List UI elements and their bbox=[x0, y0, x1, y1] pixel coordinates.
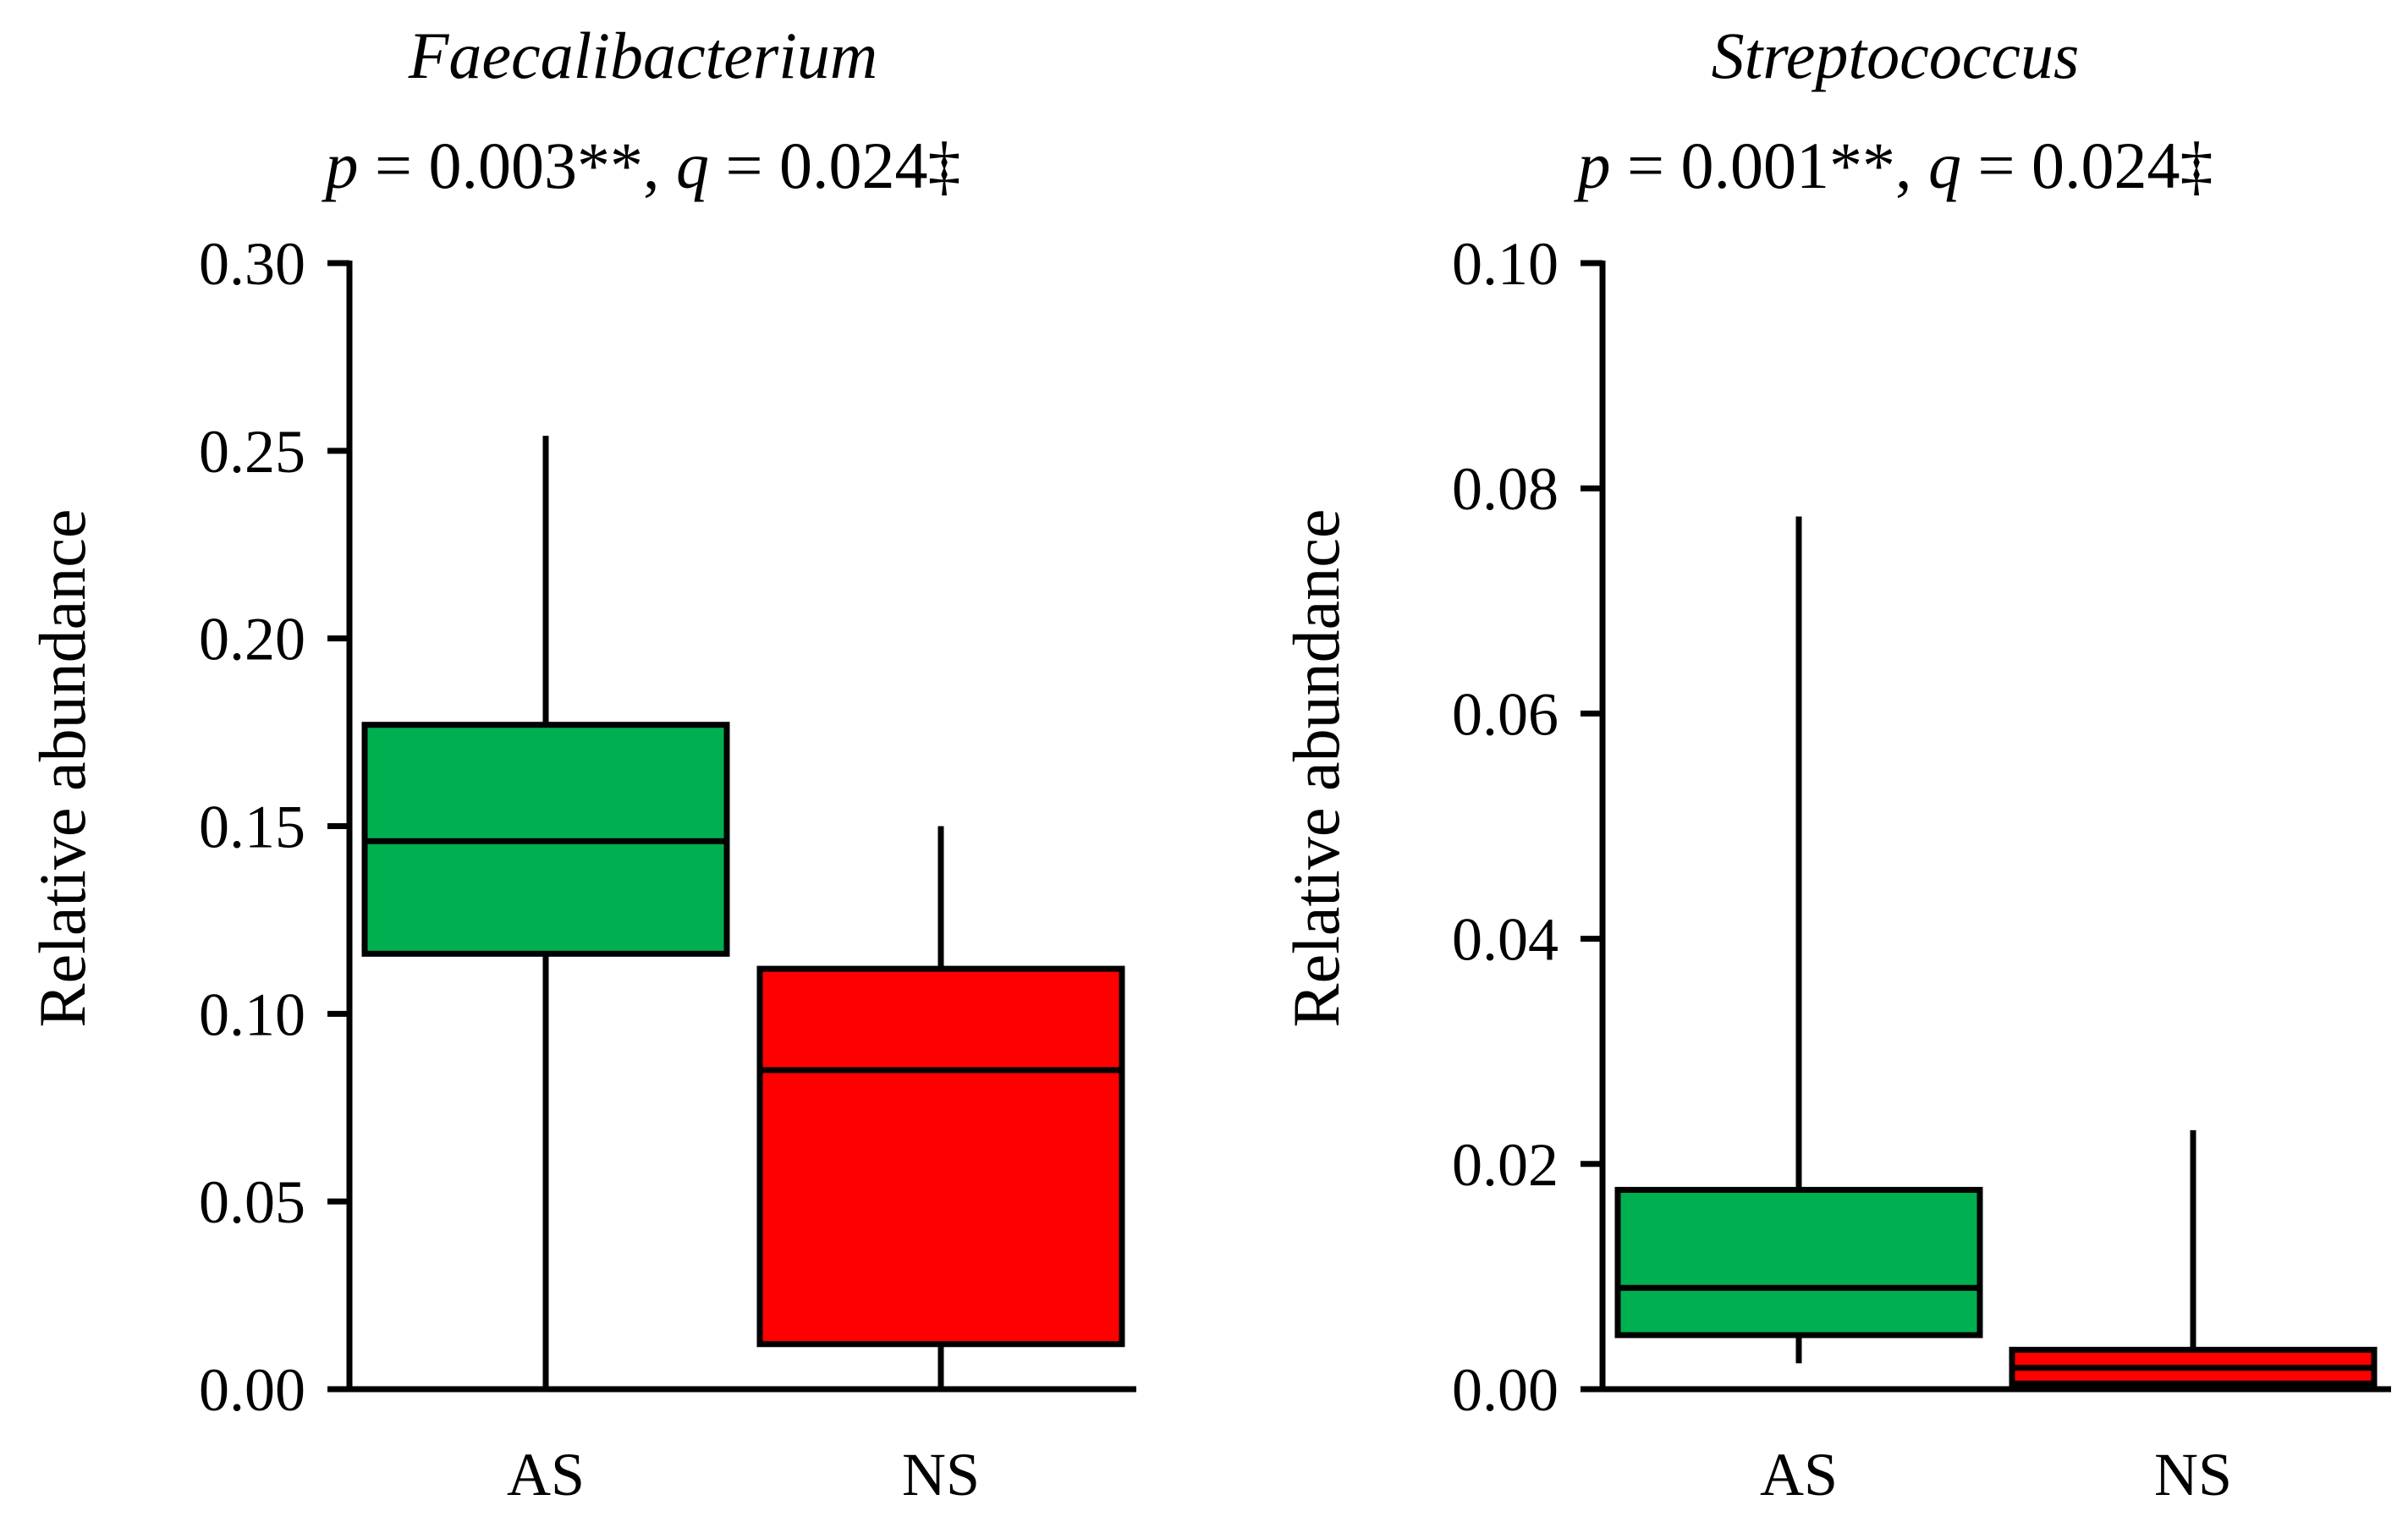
q-label: q bbox=[676, 129, 709, 202]
y-tick-label: 0.25 bbox=[199, 418, 305, 486]
q-label: q bbox=[1928, 129, 1961, 202]
chart-subtitle-stats: p = 0.003**, q = 0.024‡ bbox=[322, 129, 961, 202]
iqr-box bbox=[756, 965, 1125, 1348]
y-tick-label: 0.10 bbox=[1452, 230, 1559, 298]
y-tick-label: 0.20 bbox=[199, 606, 305, 673]
box-series bbox=[1614, 516, 2378, 1389]
y-tick-label: 0.15 bbox=[199, 794, 305, 861]
panel-streptococcus: Streptococcus p = 0.001**, q = 0.024‡ Re… bbox=[1279, 19, 2391, 1508]
chart-title: Faecalibacterium bbox=[408, 19, 878, 92]
y-tick-label: 0.00 bbox=[199, 1356, 305, 1424]
y-axis-ticks: 0.00 0.05 0.10 0.15 0.20 0.25 0.30 bbox=[199, 230, 349, 1424]
y-tick-label: 0.10 bbox=[199, 981, 305, 1048]
q-value-text: = 0.024‡ bbox=[1961, 129, 2213, 202]
p-label: p bbox=[322, 129, 359, 202]
y-tick-label: 0.30 bbox=[199, 230, 305, 298]
box-ns bbox=[756, 826, 1125, 1389]
box-series bbox=[361, 436, 1125, 1389]
box-as bbox=[361, 436, 730, 1389]
chart-title: Streptococcus bbox=[1712, 19, 2080, 92]
iqr-box bbox=[1614, 1186, 1983, 1338]
p-label: p bbox=[1574, 129, 1611, 202]
p-value-text: = 0.001**, bbox=[1611, 129, 1929, 202]
x-category-label: NS bbox=[902, 1441, 980, 1508]
y-tick-label: 0.00 bbox=[1452, 1356, 1559, 1424]
p-value-text: = 0.003**, bbox=[359, 129, 677, 202]
box-ns bbox=[2009, 1129, 2378, 1389]
box-as bbox=[1614, 516, 1983, 1364]
y-axis-label: Relative abundance bbox=[25, 509, 99, 1028]
x-category-label: AS bbox=[507, 1441, 585, 1508]
y-tick-label: 0.04 bbox=[1452, 906, 1559, 974]
axes bbox=[1599, 261, 2391, 1393]
panel-faecalibacterium: Faecalibacterium p = 0.003**, q = 0.024‡… bbox=[25, 19, 1136, 1508]
y-tick-label: 0.08 bbox=[1452, 455, 1559, 523]
x-axis-categories: AS NS bbox=[507, 1441, 980, 1508]
y-axis-ticks: 0.00 0.02 0.04 0.06 0.08 0.10 bbox=[1452, 230, 1603, 1424]
chart-subtitle-stats: p = 0.001**, q = 0.024‡ bbox=[1574, 129, 2213, 202]
y-tick-label: 0.06 bbox=[1452, 680, 1559, 748]
y-tick-label: 0.02 bbox=[1452, 1131, 1559, 1199]
x-category-label: AS bbox=[1760, 1441, 1838, 1508]
y-tick-label: 0.05 bbox=[199, 1168, 305, 1236]
x-axis-categories: AS NS bbox=[1760, 1441, 2232, 1508]
q-value-text: = 0.024‡ bbox=[709, 129, 961, 202]
axes bbox=[346, 261, 1136, 1393]
x-category-label: NS bbox=[2154, 1441, 2232, 1508]
y-axis-label: Relative abundance bbox=[1279, 509, 1353, 1028]
